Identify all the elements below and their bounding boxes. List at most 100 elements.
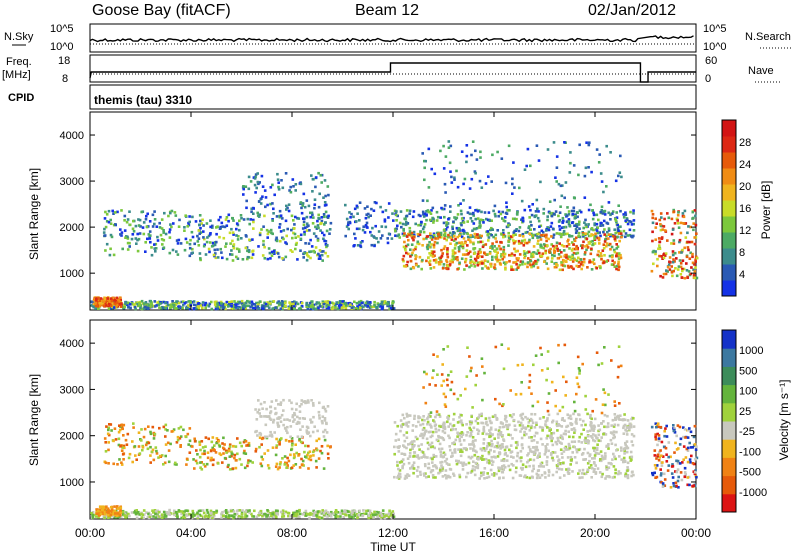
- range-gate-cell: [394, 213, 398, 217]
- range-gate-cell: [227, 305, 230, 308]
- date-title: 02/Jan/2012: [588, 2, 676, 19]
- range-gate-cell: [162, 238, 166, 242]
- range-gate-cell: [453, 216, 456, 219]
- range-gate-cell: [372, 209, 376, 212]
- range-gate-cell: [592, 427, 596, 430]
- range-gate-cell: [97, 296, 100, 300]
- range-gate-cell: [604, 433, 608, 436]
- range-gate-cell: [409, 259, 413, 263]
- range-gate-cell: [240, 306, 243, 310]
- range-gate-cell: [561, 268, 564, 272]
- range-gate-cell: [294, 443, 297, 446]
- range-gate-cell: [577, 231, 581, 235]
- range-gate-cell: [230, 509, 233, 513]
- range-gate-cell: [511, 476, 515, 480]
- range-gate-cell: [563, 196, 566, 200]
- range-gate-cell: [562, 461, 565, 465]
- range-gate-cell: [317, 410, 321, 414]
- range-gate-cell: [175, 441, 179, 444]
- range-gate-cell: [359, 244, 362, 247]
- range-gate-cell: [300, 457, 303, 461]
- range-gate-cell: [491, 247, 494, 250]
- range-gate-cell: [355, 302, 359, 305]
- range-gate-cell: [658, 247, 662, 250]
- range-gate-cell: [191, 247, 194, 251]
- range-gate-cell: [456, 258, 459, 262]
- range-gate-cell: [617, 472, 620, 476]
- range-gate-cell: [305, 303, 308, 307]
- range-gate-cell: [187, 443, 190, 446]
- range-gate-cell: [495, 240, 498, 244]
- range-gate-cell: [242, 185, 245, 188]
- range-gate-cell: [551, 456, 554, 460]
- range-gate-cell: [607, 201, 611, 204]
- range-gate-cell: [484, 264, 487, 268]
- range-gate-cell: [440, 260, 443, 263]
- range-gate-cell: [593, 237, 596, 240]
- range-gate-cell: [583, 196, 587, 199]
- range-gate-cell: [401, 413, 405, 417]
- range-gate-cell: [114, 509, 118, 513]
- range-gate-cell: [605, 244, 608, 248]
- range-gate-cell: [315, 447, 318, 450]
- range-gate-cell: [403, 477, 407, 480]
- range-gate-cell: [449, 260, 452, 263]
- range-gate-cell: [681, 259, 685, 262]
- range-gate-cell: [320, 451, 324, 455]
- range-gate-cell: [334, 515, 337, 519]
- range-gate-cell: [625, 445, 628, 448]
- range-gate-cell: [330, 301, 334, 305]
- range-gate-cell: [183, 226, 186, 229]
- range-gate-cell: [523, 256, 526, 260]
- range-gate-cell: [277, 185, 280, 189]
- range-gate-cell: [489, 468, 493, 472]
- range-gate-cell: [579, 258, 583, 261]
- range-gate-cell: [604, 455, 607, 458]
- range-gate-cell: [626, 222, 630, 226]
- range-gate-cell: [613, 265, 617, 268]
- range-gate-cell: [490, 459, 493, 463]
- range-gate-cell: [571, 451, 574, 454]
- range-gate-cell: [583, 447, 586, 451]
- range-gate-cell: [593, 439, 597, 443]
- range-gate-cell: [578, 227, 581, 230]
- range-gate-cell: [184, 435, 188, 439]
- range-gate-cell: [507, 240, 510, 244]
- range-gate-cell: [427, 244, 430, 247]
- range-gate-cell: [124, 236, 127, 239]
- range-gate-cell: [607, 233, 611, 236]
- range-gate-cell: [99, 297, 103, 300]
- range-gate-cell: [616, 235, 619, 239]
- range-gate-cell: [672, 253, 675, 257]
- range-gate-cell: [435, 219, 439, 222]
- freq-label-2: [MHz]: [2, 69, 31, 81]
- range-gate-cell: [317, 205, 321, 209]
- range-gate-cell: [486, 233, 489, 237]
- range-gate-cell: [307, 444, 310, 448]
- range-gate-cell: [465, 249, 469, 252]
- range-gate-cell: [213, 303, 217, 306]
- range-gate-cell: [562, 249, 566, 252]
- range-gate-cell: [501, 434, 504, 437]
- range-gate-cell: [527, 452, 530, 455]
- range-gate-cell: [619, 446, 623, 449]
- range-gate-cell: [591, 239, 594, 243]
- range-gate-cell: [421, 227, 425, 231]
- range-gate-cell: [307, 242, 311, 245]
- range-gate-cell: [568, 255, 571, 259]
- range-gate-cell: [299, 237, 303, 241]
- range-gate-cell: [472, 449, 475, 452]
- range-gate-cell: [222, 304, 226, 308]
- range-gate-cell: [434, 476, 437, 479]
- range-gate-cell: [309, 307, 313, 310]
- range-gate-cell: [169, 223, 172, 226]
- range-gate-cell: [571, 221, 574, 225]
- range-gate-cell: [268, 417, 272, 420]
- range-gate-cell: [294, 512, 297, 516]
- range-gate-cell: [466, 471, 469, 475]
- range-gate-cell: [144, 241, 147, 244]
- range-gate-cell: [158, 426, 161, 430]
- range-gate-cell: [406, 425, 410, 428]
- range-gate-cell: [392, 307, 396, 310]
- range-gate-cell: [553, 262, 556, 265]
